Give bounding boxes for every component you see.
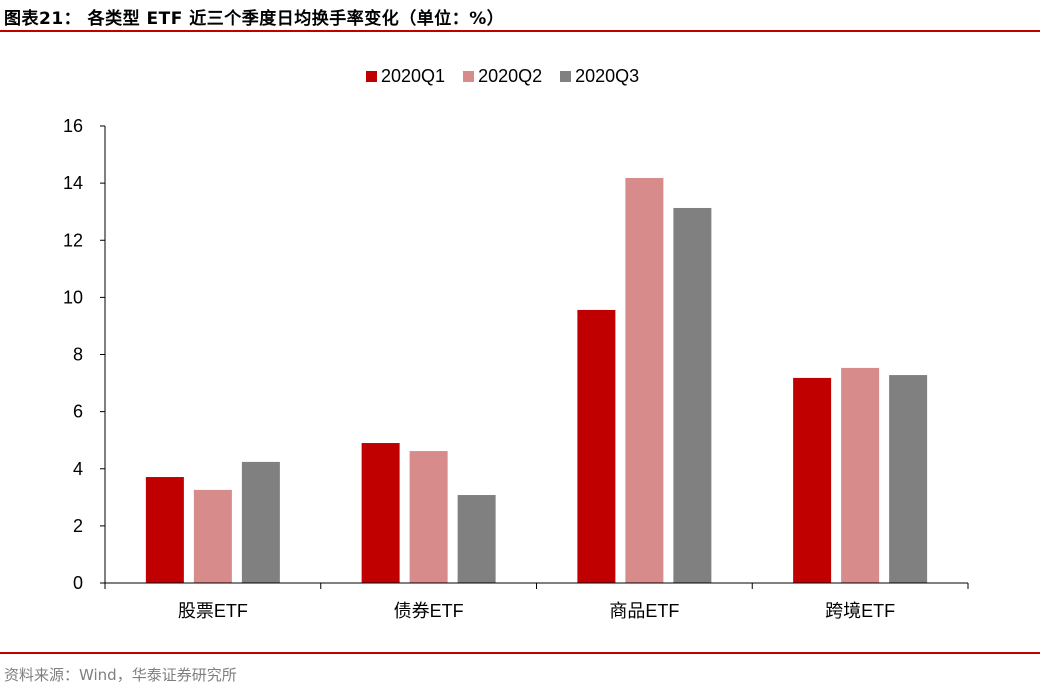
x-category-label: 商品ETF: [609, 601, 679, 621]
bar-2020q3: [241, 461, 280, 583]
legend-swatch-q2: [463, 71, 475, 82]
x-axis: 股票ETF 债券ETF 商品ETF 跨境ETF: [104, 582, 969, 621]
y-tick-label: 12: [63, 230, 83, 250]
y-axis: 0 2 4 6 8 10 12 14 16: [63, 116, 106, 593]
y-tick-label: 0: [73, 573, 83, 593]
legend-item-q1: 2020Q1: [366, 66, 445, 87]
y-tick-label: 10: [63, 287, 83, 307]
y-tick-label: 16: [63, 116, 83, 136]
x-category-label: 跨境ETF: [825, 601, 895, 621]
bar-2020q1: [793, 377, 832, 583]
x-category-label: 股票ETF: [178, 601, 248, 621]
y-tick-label: 6: [73, 402, 83, 422]
legend-label-q2: 2020Q2: [478, 66, 543, 86]
legend-item-q3: 2020Q3: [560, 66, 639, 87]
bar-2020q3: [889, 375, 928, 583]
bar-2020q2: [193, 489, 232, 583]
bar-2020q1: [145, 477, 184, 583]
source-note: 资料来源：Wind，华泰证券研究所: [4, 666, 237, 684]
y-tick-label: 8: [73, 345, 83, 365]
chart-legend: 2020Q1 2020Q2 2020Q3: [366, 66, 639, 87]
legend-swatch-q1: [366, 71, 377, 82]
bar-2020q1: [361, 443, 400, 583]
source-divider: [0, 652, 1040, 654]
title-divider: [0, 30, 1040, 32]
chart-title: 图表21： 各类型 ETF 近三个季度日均换手率变化（单位：%）: [4, 9, 505, 29]
bar-2020q1: [577, 309, 616, 583]
y-tick-label: 14: [63, 173, 83, 193]
bar-2020q2: [841, 367, 880, 583]
legend-swatch-q3: [560, 71, 572, 82]
y-tick-label: 2: [73, 516, 83, 536]
bars: [145, 177, 928, 584]
x-category-label: 债券ETF: [394, 601, 464, 621]
legend-label-q1: 2020Q1: [381, 66, 446, 86]
y-tick-label: 4: [73, 459, 83, 479]
legend-item-q2: 2020Q2: [463, 66, 542, 87]
bar-2020q3: [673, 207, 712, 584]
bar-2020q2: [409, 451, 448, 583]
legend-label-q3: 2020Q3: [575, 66, 640, 86]
bar-2020q3: [457, 495, 496, 583]
bar-2020q2: [625, 177, 664, 583]
